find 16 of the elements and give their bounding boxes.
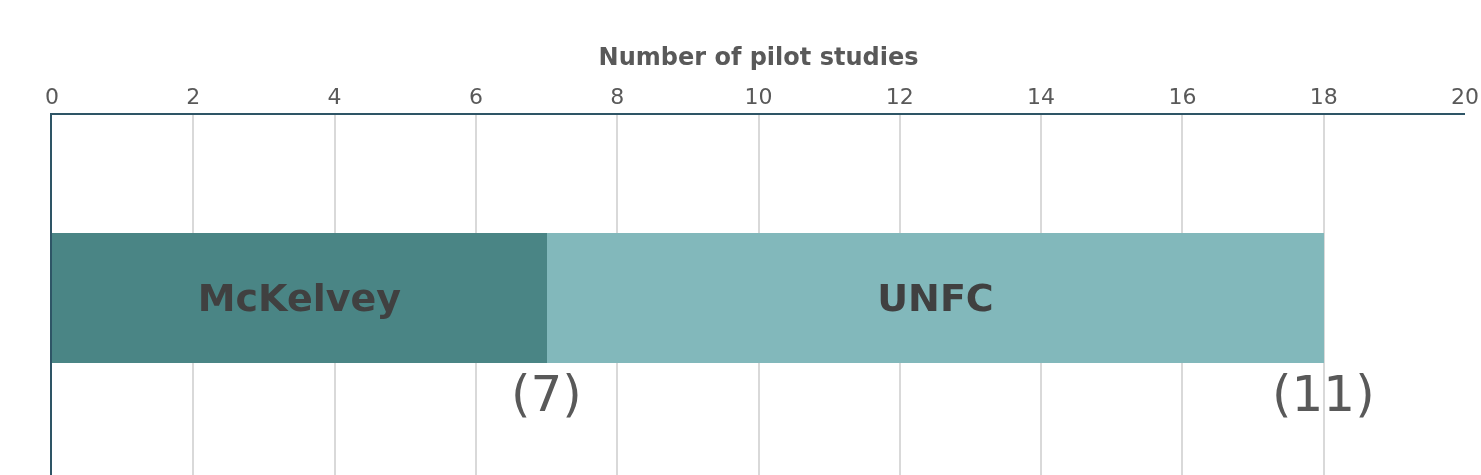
data-label: (11) [1272,365,1375,423]
x-tick-label: 12 [885,84,914,110]
x-tick-label: 18 [1309,84,1338,110]
x-tick-label: 2 [186,84,201,110]
x-tick-label: 8 [610,84,625,110]
series-label: McKelvey [197,276,402,320]
x-tick-label: 10 [744,84,773,110]
x-tick-label: 0 [45,84,59,110]
x-tick-label: 16 [1168,84,1197,110]
series-label: UNFC [877,276,994,320]
x-tick-label: 4 [327,84,342,110]
x-tick-label: 20 [1451,84,1479,110]
data-label: (7) [511,365,582,423]
x-axis-title: Number of pilot studies [598,42,919,71]
x-tick-label: 14 [1027,84,1056,110]
x-tick-label: 6 [468,84,483,110]
